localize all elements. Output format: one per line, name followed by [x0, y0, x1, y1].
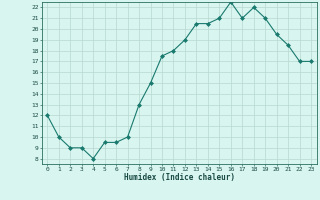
X-axis label: Humidex (Indice chaleur): Humidex (Indice chaleur) [124, 173, 235, 182]
